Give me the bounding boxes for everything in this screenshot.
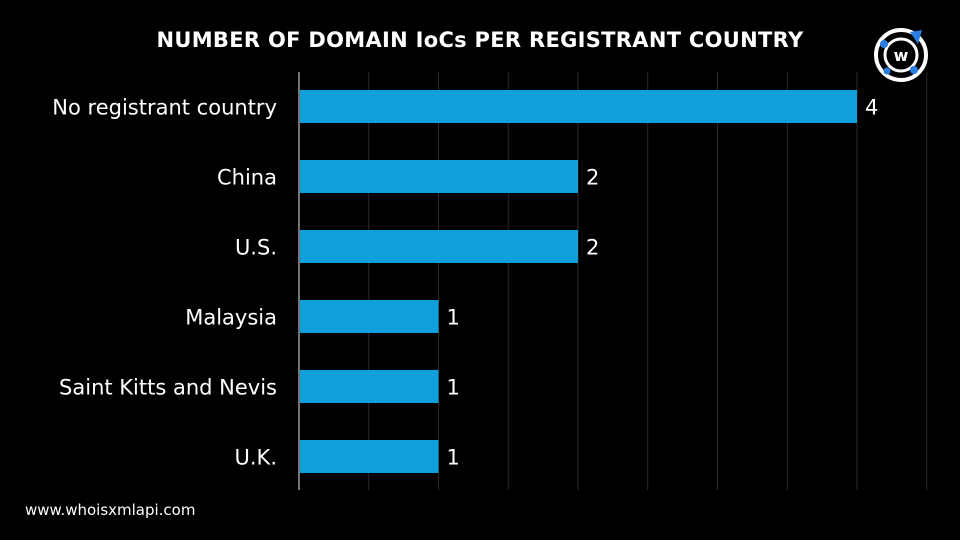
data-label: 2 (586, 236, 599, 260)
category-label: U.S. (235, 236, 277, 260)
logo-ring (874, 28, 928, 82)
website-url: www.whoisxmlapi.com (25, 501, 196, 519)
category-label: Malaysia (185, 306, 277, 330)
logo-node (883, 67, 891, 75)
logo-inner-ring (883, 37, 919, 73)
whoisxmlapi-logo-icon: w (874, 28, 928, 82)
data-label: 2 (586, 166, 599, 190)
bar (300, 160, 578, 193)
bar (300, 370, 439, 403)
logo-node (910, 66, 918, 74)
bar (300, 440, 439, 473)
logo-node (880, 40, 888, 48)
logo-arrow (910, 30, 922, 44)
category-label: U.K. (235, 446, 278, 470)
category-label: No registrant country (52, 96, 277, 120)
data-label: 1 (447, 446, 460, 470)
data-label: 4 (865, 96, 878, 120)
chart-title: NUMBER OF DOMAIN IoCs PER REGISTRANT COU… (156, 28, 804, 52)
category-label: China (217, 166, 277, 190)
bar (300, 230, 578, 263)
logo-letter: w (894, 46, 909, 65)
data-label: 1 (447, 306, 460, 330)
bar (300, 300, 439, 333)
category-label: Saint Kitts and Nevis (59, 376, 277, 400)
data-label: 1 (447, 376, 460, 400)
bar (300, 90, 857, 123)
